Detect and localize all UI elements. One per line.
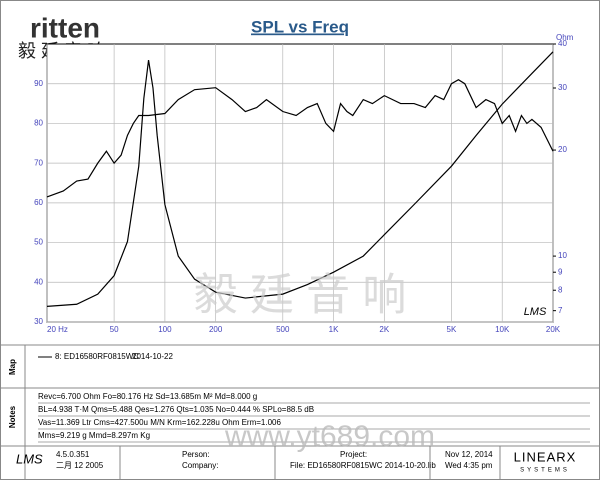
notes-label: Notes	[8, 405, 17, 428]
logo: ritten	[30, 12, 100, 43]
x-tick-label: 20K	[546, 325, 561, 334]
note-line: Vas=11.369 Ltr Cms=427.500u M/N Krm=162.…	[38, 418, 282, 427]
x-tick-label: 500	[276, 325, 290, 334]
legend-entry: 8: ED16580RF0815WC	[55, 352, 139, 361]
legend-date: 2014-10-22	[132, 352, 173, 361]
version: 4.5.0.351	[56, 450, 90, 459]
x-tick-label: 1K	[329, 325, 339, 334]
x-tick-label: 5K	[447, 325, 457, 334]
y2-tick-label: 20	[558, 145, 567, 154]
date: Nov 12, 2014	[445, 450, 493, 459]
map-label: Map	[8, 359, 17, 375]
y-tick-label: 30	[34, 317, 43, 326]
build: 二月 12 2005	[56, 461, 104, 470]
x-tick-label: 100	[158, 325, 172, 334]
brand-sub: SYSTEMS	[520, 468, 570, 474]
y-tick-label: 60	[34, 198, 43, 207]
y2-label: Ohm	[556, 33, 574, 42]
x-tick-label: 50	[110, 325, 119, 334]
watermark-url: www.yt689.com	[224, 420, 435, 453]
person: Person:	[182, 450, 210, 459]
y2-tick-label: 8	[558, 285, 563, 294]
note-line: BL=4.938 T·M Qms=5.488 Qes=1.276 Qts=1.0…	[38, 405, 314, 414]
project: Project:	[340, 450, 367, 459]
time: Wed 4:35 pm	[445, 461, 493, 470]
company: Company:	[182, 461, 218, 470]
y2-tick-label: 10	[558, 251, 567, 260]
y-tick-label: 50	[34, 238, 43, 247]
brand: LINEARX	[514, 449, 577, 464]
y2-tick-label: 40	[558, 39, 567, 48]
y2-tick-label: 30	[558, 83, 567, 92]
y-tick-label: 80	[34, 119, 43, 128]
curve	[46, 51, 554, 307]
curve	[46, 79, 554, 198]
plot-area	[46, 43, 554, 323]
watermark-cn: 毅 廷 音 响	[194, 271, 407, 320]
y2-tick-label: 9	[558, 267, 563, 276]
x-tick-label: 20 Hz	[47, 325, 68, 334]
x-tick-label: 200	[209, 325, 223, 334]
y2-tick-label: 7	[558, 306, 563, 315]
y-tick-label: 70	[34, 158, 43, 167]
chart-title: SPL vs Freq	[251, 17, 349, 36]
footer-logo: LMS	[16, 451, 43, 466]
x-tick-label: 10K	[495, 325, 510, 334]
file: File: ED16580RF0815WC 2014-10-20.lib	[290, 461, 436, 470]
note-line: Mms=9.219 g Mmd=8.297m Kg	[38, 431, 150, 440]
plot-lms: LMS	[524, 306, 547, 318]
x-tick-label: 2K	[379, 325, 389, 334]
y-tick-label: 90	[34, 79, 43, 88]
y-tick-label: 40	[34, 277, 43, 286]
note-line: Revc=6.700 Ohm Fo=80.176 Hz Sd=13.685m M…	[38, 392, 257, 401]
